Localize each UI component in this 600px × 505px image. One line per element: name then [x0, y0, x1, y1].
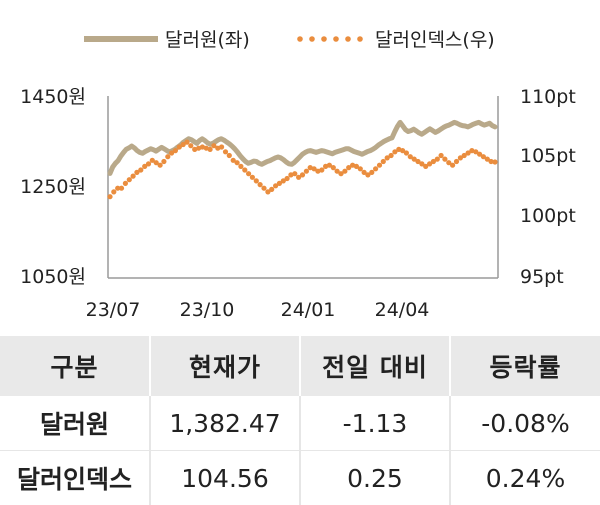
- series-point-dxy: [454, 159, 459, 164]
- series-point-dxy: [389, 153, 394, 158]
- y-right-tick-label: 105pt: [520, 145, 576, 167]
- series-point-dxy: [381, 159, 386, 164]
- series-point-dxy: [442, 157, 447, 162]
- series-point-dxy: [439, 153, 444, 158]
- chart-legend: 달러원(좌) 달러인덱스(우): [84, 29, 495, 51]
- y-left-tick-label: 1250원: [20, 176, 86, 198]
- table-cell: 104.56: [150, 451, 300, 505]
- x-tick-label: 24/01: [281, 299, 336, 321]
- series-point-dxy: [208, 147, 213, 152]
- table-cell: 1,382.47: [150, 396, 300, 451]
- series-point-dxy: [404, 150, 409, 155]
- series-point-dxy: [188, 143, 193, 148]
- legend-dot: [345, 36, 351, 42]
- legend-swatch-dxy: [297, 36, 363, 42]
- table-cell: 달러원: [0, 396, 150, 451]
- table-header-cell: 등락률: [450, 336, 600, 396]
- table-cell: -0.08%: [450, 396, 600, 451]
- series-point-dxy: [246, 171, 251, 176]
- table-header-cell: 전일 대비: [300, 336, 450, 396]
- table-header-cell: 구분: [0, 336, 150, 396]
- series-point-dxy: [300, 172, 305, 177]
- series-point-dxy: [435, 157, 440, 162]
- y-left-tick-label: 1450원: [20, 86, 86, 108]
- x-tick-label: 23/07: [86, 299, 141, 321]
- series-line-usdkrw: [110, 122, 495, 173]
- legend-label-dxy: 달러인덱스(우): [375, 29, 495, 51]
- legend-dot: [333, 36, 339, 42]
- table-cell: 달러인덱스: [0, 451, 150, 505]
- plot-area: [107, 122, 497, 199]
- fx-summary-table: 구분 현재가 전일 대비 등락률 달러원 1,382.47 -1.13 -0.0…: [0, 336, 600, 505]
- series-point-dxy: [131, 174, 136, 179]
- series-point-dxy: [119, 186, 124, 191]
- series-point-dxy: [146, 161, 151, 166]
- series-point-dxy: [250, 175, 255, 180]
- series-point-dxy: [261, 186, 266, 191]
- fx-chart: 달러원(좌) 달러인덱스(우) 1450원 1250원 1050원 110pt …: [0, 0, 600, 336]
- series-point-dxy: [319, 167, 324, 172]
- series-point-dxy: [292, 171, 297, 176]
- legend-dot: [321, 36, 327, 42]
- series-point-dxy: [450, 163, 455, 168]
- series-point-dxy: [304, 169, 309, 174]
- y-right-tick-label: 100pt: [520, 205, 576, 227]
- y-right-tick-label: 95pt: [520, 266, 564, 288]
- x-tick-label: 23/10: [180, 299, 235, 321]
- legend-dot: [297, 36, 303, 42]
- series-point-dxy: [127, 177, 132, 182]
- series-point-dxy: [161, 159, 166, 164]
- series-point-dxy: [258, 182, 263, 187]
- series-point-dxy: [158, 163, 163, 168]
- series-point-dxy: [242, 167, 247, 172]
- series-point-dxy: [373, 166, 378, 171]
- table-cell: 0.25: [300, 451, 450, 505]
- series-point-dxy: [235, 160, 240, 165]
- series-point-dxy: [138, 167, 143, 172]
- series-point-dxy: [184, 140, 189, 145]
- y-left-tick-label: 1050원: [20, 266, 86, 288]
- series-point-dxy: [165, 154, 170, 159]
- series-point-dxy: [238, 164, 243, 169]
- series-point-dxy: [331, 165, 336, 170]
- series-point-dxy: [123, 181, 128, 186]
- series-point-dxy: [107, 194, 112, 199]
- legend-dot: [309, 36, 315, 42]
- series-point-dxy: [219, 144, 224, 149]
- table-header-row: 구분 현재가 전일 대비 등락률: [0, 336, 600, 396]
- legend-label-usdkrw: 달러원(좌): [165, 29, 250, 51]
- series-point-dxy: [369, 170, 374, 175]
- table-cell: -1.13: [300, 396, 450, 451]
- series-point-dxy: [227, 153, 232, 158]
- series-point-dxy: [492, 159, 497, 164]
- table-row: 달러원 1,382.47 -1.13 -0.08%: [0, 396, 600, 451]
- table-header-cell: 현재가: [150, 336, 300, 396]
- series-point-dxy: [111, 189, 116, 194]
- x-tick-label: 24/04: [375, 299, 430, 321]
- y-right-tick-label: 110pt: [520, 86, 576, 108]
- table-cell: 0.24%: [450, 451, 600, 505]
- series-point-dxy: [269, 187, 274, 192]
- series-point-dxy: [285, 176, 290, 181]
- series-point-dxy: [223, 149, 228, 154]
- series-point-dxy: [342, 169, 347, 174]
- series-point-dxy: [358, 166, 363, 171]
- series-point-dxy: [173, 148, 178, 153]
- table-row: 달러인덱스 104.56 0.25 0.24%: [0, 451, 600, 505]
- legend-dot: [357, 36, 363, 42]
- series-point-dxy: [254, 178, 259, 183]
- series-point-dxy: [377, 163, 382, 168]
